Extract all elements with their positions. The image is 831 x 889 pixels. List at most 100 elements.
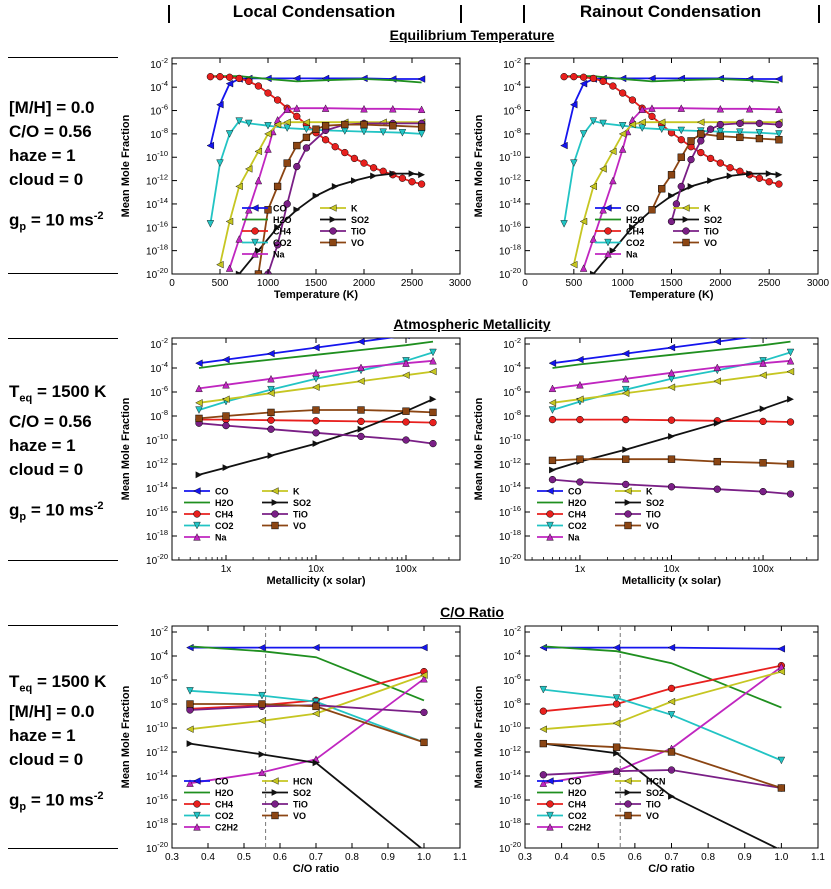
point-Na — [264, 145, 272, 153]
legend-marker-CO — [251, 204, 259, 212]
y-tick-label: 10-16 — [499, 219, 521, 234]
legend-label-CH4: CH4 — [215, 800, 233, 810]
point-VO — [283, 159, 291, 167]
legend-marker-CO — [604, 204, 612, 212]
point-CO2 — [786, 348, 795, 357]
y-tick-label: 10-14 — [499, 768, 521, 783]
point-CO2 — [755, 129, 764, 137]
point-CO2 — [379, 128, 387, 136]
legend-label-CO: CO — [215, 777, 229, 787]
point-Na — [417, 105, 426, 113]
legend-marker-CO2 — [251, 238, 259, 247]
point-VO — [612, 743, 621, 751]
point-CH4 — [716, 159, 724, 167]
param-gravity: gp = 10 ms-2 — [9, 500, 104, 524]
legend-label-TiO: TiO — [646, 800, 661, 810]
point-CH4 — [765, 178, 773, 186]
point-SO2 — [312, 192, 320, 200]
x-tick-label: 1.1 — [453, 852, 467, 863]
point-Na — [621, 374, 630, 383]
point-TiO — [622, 480, 630, 489]
series-line-HCN — [189, 674, 425, 731]
x-tick-label: 0.8 — [701, 852, 715, 863]
x-tick-label: 0.7 — [665, 852, 679, 863]
point-Na — [235, 235, 243, 243]
params-row-temperature: [M/H] = 0.0 C/O = 0.56 haze = 1 cloud = … — [9, 96, 103, 239]
x-tick-label: 0.3 — [165, 852, 179, 863]
param-eq-temperature: Teq = 1500 K — [9, 382, 107, 405]
legend-label-CO: CO — [626, 204, 640, 214]
y-tick-label: 10-10 — [146, 432, 168, 447]
point-K — [569, 260, 578, 269]
x-axis-label: Temperature (K) — [629, 289, 713, 301]
legend-marker-CH4 — [251, 227, 259, 235]
point-CO — [357, 338, 365, 346]
point-SO2 — [746, 170, 754, 177]
legend-label-TiO: TiO — [646, 510, 661, 520]
point-TiO — [420, 708, 428, 717]
point-VO — [273, 182, 282, 191]
point-VO — [312, 125, 320, 133]
legend-label-H2O: H2O — [273, 215, 292, 225]
point-CH4 — [429, 418, 437, 427]
params-row-co-ratio: Teq = 1500 K [M/H] = 0.0 haze = 1 cloud … — [9, 670, 106, 819]
point-SO2 — [258, 751, 266, 758]
legend-marker-VO — [271, 811, 279, 820]
point-SO2 — [357, 425, 365, 433]
point-VO — [687, 137, 695, 145]
point-TiO — [302, 144, 311, 152]
x-tick-label: 0.8 — [345, 852, 359, 863]
point-SO2 — [418, 171, 425, 179]
point-CO2 — [235, 117, 243, 125]
point-SO2 — [312, 759, 320, 767]
y-tick-label: 10-6 — [503, 103, 521, 118]
point-K — [657, 118, 666, 126]
y-tick-label: 10-2 — [503, 56, 521, 71]
point-CO — [777, 645, 785, 653]
y-tick-label: 10-14 — [499, 196, 521, 211]
point-VO — [258, 700, 266, 708]
point-VO — [420, 738, 428, 747]
point-CO — [621, 349, 630, 358]
point-VO — [267, 408, 275, 417]
legend-label-Na: Na — [568, 533, 580, 543]
x-tick-label: 0.6 — [273, 852, 287, 863]
legend-label-SO2: SO2 — [351, 215, 369, 225]
point-Na — [716, 104, 725, 113]
legend-marker-CO2 — [193, 811, 201, 820]
point-VO — [254, 270, 263, 274]
point-Na — [589, 235, 598, 243]
legend-label-SO2: SO2 — [293, 788, 311, 798]
legend-marker-TiO — [271, 510, 279, 518]
data-layer — [560, 73, 783, 274]
point-Na — [599, 205, 607, 214]
header-divider — [460, 5, 462, 23]
series-line-H2O — [198, 340, 434, 369]
point-TiO — [429, 439, 437, 448]
y-tick-label: 10-2 — [150, 56, 168, 71]
x-tick-label: 500 — [565, 278, 582, 289]
point-CO2 — [398, 129, 407, 137]
point-Na — [222, 380, 230, 389]
point-VO — [222, 412, 230, 420]
point-Na — [283, 105, 291, 113]
point-VO — [195, 414, 203, 423]
point-VO — [264, 206, 272, 214]
y-tick-label: 10-12 — [499, 456, 521, 471]
point-CO2 — [570, 159, 578, 167]
param-cloud: cloud = 0 — [9, 750, 84, 770]
point-CH4 — [402, 418, 410, 426]
x-tick-label: 0.5 — [237, 852, 251, 863]
point-SO2 — [389, 170, 397, 177]
point-CH4 — [267, 416, 275, 424]
y-tick-label: 10-20 — [499, 552, 521, 567]
x-tick-label: 0.5 — [591, 852, 605, 863]
legend-marker-SO2 — [624, 789, 632, 796]
param-gravity: gp = 10 ms-2 — [9, 790, 104, 814]
point-Na — [357, 363, 365, 371]
point-CO2 — [302, 125, 311, 134]
legend-marker-CO — [193, 777, 201, 785]
point-CH4 — [560, 73, 568, 81]
legend-label-TiO: TiO — [293, 800, 308, 810]
point-CO — [787, 329, 794, 336]
